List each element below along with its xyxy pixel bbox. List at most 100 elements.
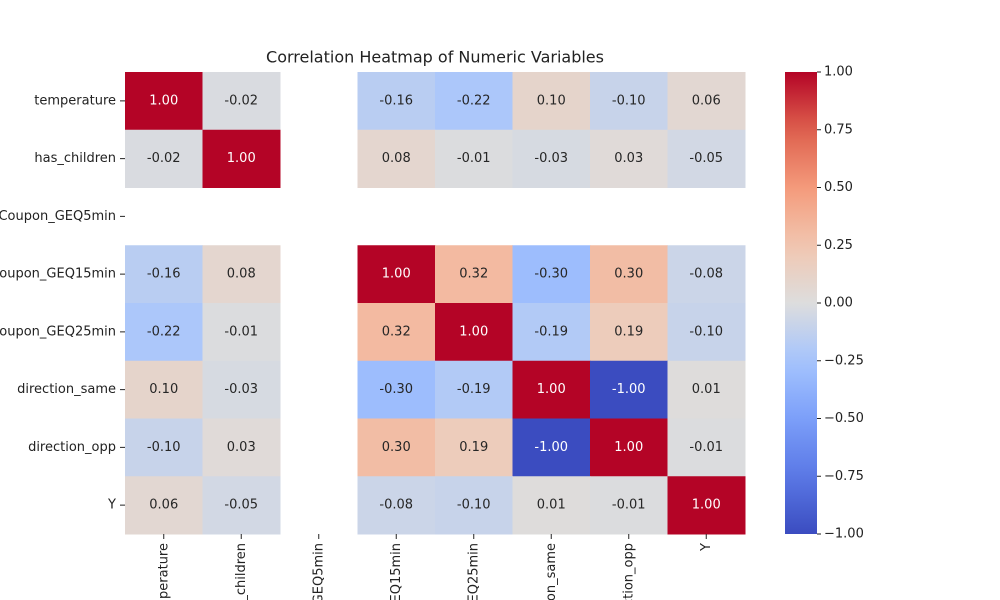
heatmap-cell	[512, 476, 591, 535]
y-tick-label: direction_opp	[28, 440, 116, 455]
x-tick-label: temperature	[156, 543, 171, 600]
heatmap-cell	[125, 72, 203, 131]
heatmap-cell	[590, 476, 668, 535]
heatmap-cell	[590, 129, 668, 188]
cell-label: 0.03	[614, 151, 643, 166]
heatmap-cell	[357, 360, 436, 419]
heatmap-cell	[590, 72, 668, 131]
cell-label: -0.10	[612, 93, 646, 108]
x-tick-label: has_children	[234, 543, 249, 600]
colorbar-tick-label: −0.75	[824, 469, 864, 484]
heatmap-cell	[202, 129, 281, 188]
y-tick-label: Y	[107, 498, 116, 513]
cell-label: -0.19	[457, 382, 491, 397]
x-tick-label: direction_same	[544, 543, 559, 600]
heatmap-cell	[512, 360, 591, 419]
cell-label: 0.19	[614, 324, 643, 339]
cell-label: -0.02	[224, 93, 258, 108]
colorbar-tick-label: 0.00	[824, 296, 853, 311]
heatmap-cell	[202, 418, 281, 477]
colorbar-tick-label: 0.75	[824, 122, 853, 137]
cell-label: -0.19	[534, 324, 568, 339]
heatmap-cell	[357, 303, 436, 362]
heatmap-cell	[512, 72, 591, 131]
heatmap-cell	[512, 245, 591, 304]
y-tick-label: has_children	[34, 151, 116, 166]
colorbar-tick-label: −0.25	[824, 353, 864, 368]
cell-label: -1.00	[612, 382, 646, 397]
heatmap-cell	[590, 303, 668, 362]
cell-label: 1.00	[614, 440, 643, 455]
x-tick-label: direction_opp	[621, 543, 636, 600]
heatmap-cell	[667, 303, 746, 362]
cell-label: 0.30	[614, 267, 643, 282]
heatmap-cell	[590, 418, 668, 477]
cell-label: -1.00	[534, 440, 568, 455]
cell-label: -0.10	[689, 324, 723, 339]
heatmap-cell	[125, 476, 203, 535]
heatmap-cell	[435, 303, 513, 362]
cell-label: 0.03	[227, 440, 256, 455]
heatmap-cell	[357, 418, 436, 477]
colorbar-tick-label: −1.00	[824, 527, 864, 542]
heatmap-cell	[590, 245, 668, 304]
x-tick-label: toCoupon_GEQ5min	[311, 543, 326, 600]
cell-label: 1.00	[459, 324, 488, 339]
y-tick-label: temperature	[34, 93, 116, 108]
heatmap-cell	[202, 476, 281, 535]
heatmap-cell	[125, 129, 203, 188]
colorbar-tick-label: 0.25	[824, 238, 853, 253]
cell-label: 0.01	[537, 498, 566, 513]
cell-label: 0.06	[692, 93, 721, 108]
cell-label: 1.00	[149, 93, 178, 108]
cell-label: -0.01	[689, 440, 723, 455]
cell-label: -0.08	[689, 267, 723, 282]
heatmap-cell	[667, 129, 746, 188]
cell-label: 0.08	[382, 151, 411, 166]
cell-label: 0.06	[149, 498, 178, 513]
heatmap-cell	[125, 418, 203, 477]
cell-label: -0.22	[147, 324, 181, 339]
cell-label: 1.00	[382, 267, 411, 282]
cell-label: -0.01	[224, 324, 258, 339]
heatmap-cell	[667, 476, 746, 535]
cell-label: 0.01	[692, 382, 721, 397]
y-tick-label: direction_same	[17, 382, 116, 397]
heatmap-cell	[202, 72, 281, 131]
heatmap-cell	[667, 360, 746, 419]
cell-label: -0.01	[612, 498, 646, 513]
y-tick-label: toCoupon_GEQ25min	[0, 324, 116, 339]
cell-label: -0.03	[224, 382, 258, 397]
cell-label: -0.30	[534, 267, 568, 282]
cell-label: -0.03	[534, 151, 568, 166]
heatmap-cell	[125, 360, 203, 419]
x-tick-label: toCoupon_GEQ25min	[466, 543, 481, 600]
colorbar-tick-label: −0.50	[824, 411, 864, 426]
heatmap-cell	[357, 245, 436, 304]
heatmap-cell	[435, 129, 513, 188]
heatmap-cell	[125, 245, 203, 304]
heatmap-cell	[202, 360, 281, 419]
chart-title: Correlation Heatmap of Numeric Variables	[266, 48, 604, 67]
cell-label: 1.00	[537, 382, 566, 397]
cell-label: -0.02	[147, 151, 181, 166]
heatmap-cell	[357, 129, 436, 188]
x-tick-label: toCoupon_GEQ15min	[389, 543, 404, 600]
cell-label: 0.32	[459, 267, 488, 282]
cell-label: -0.30	[379, 382, 413, 397]
heatmap-cell	[435, 245, 513, 304]
heatmap-cell	[667, 418, 746, 477]
cell-label: 0.30	[382, 440, 411, 455]
cell-label: -0.22	[457, 93, 491, 108]
cell-label: -0.16	[379, 93, 413, 108]
cell-label: 1.00	[227, 151, 256, 166]
cell-label: 1.00	[692, 498, 721, 513]
heatmap-cell	[512, 418, 591, 477]
heatmap-cell	[512, 129, 591, 188]
heatmap-cell	[202, 303, 281, 362]
cell-label: 0.10	[149, 382, 178, 397]
heatmap-cell	[435, 360, 513, 419]
colorbar	[785, 72, 817, 534]
x-tick-label: Y	[699, 543, 714, 552]
